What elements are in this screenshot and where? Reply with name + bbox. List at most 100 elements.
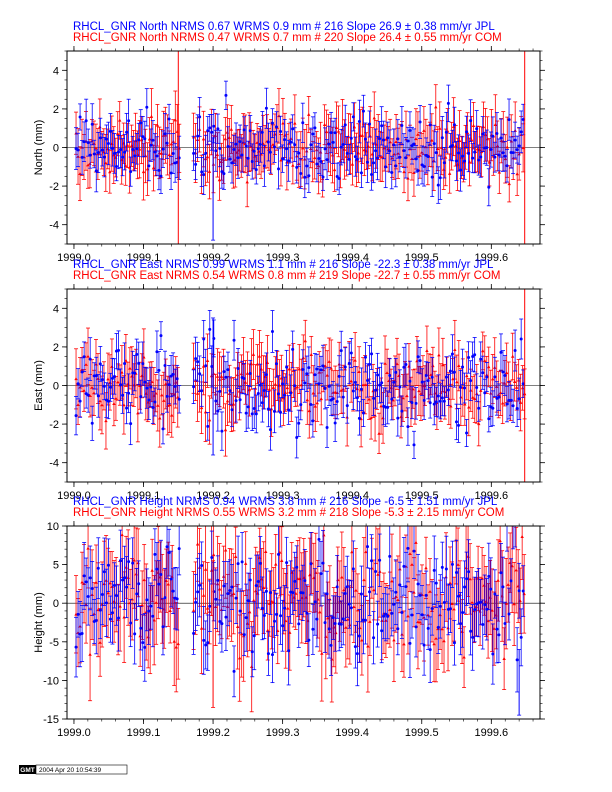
- data-point: [215, 374, 220, 378]
- data-point: [168, 402, 172, 407]
- data-point: [252, 149, 256, 153]
- data-point: [118, 118, 122, 122]
- data-point: [483, 391, 487, 395]
- data-point: [249, 664, 254, 668]
- data-point: [467, 405, 471, 409]
- data-point: [410, 562, 414, 566]
- data-point: [94, 619, 98, 623]
- data-point: [221, 376, 226, 380]
- data-point: [100, 148, 104, 152]
- data-point: [281, 157, 285, 161]
- data-point: [351, 115, 355, 119]
- data-point: [491, 406, 495, 410]
- data-point: [102, 155, 106, 159]
- data-point: [442, 167, 446, 171]
- data-point: [465, 130, 469, 134]
- data-point: [237, 389, 242, 393]
- data-point: [367, 397, 371, 401]
- data-point: [155, 154, 159, 158]
- data-point: [163, 596, 167, 600]
- data-point: [383, 361, 387, 365]
- data-point: [444, 130, 448, 134]
- data-point: [340, 575, 344, 579]
- data-point: [368, 362, 372, 366]
- data-point: [163, 132, 167, 136]
- data-point: [475, 386, 479, 390]
- data-point: [206, 129, 210, 133]
- data-point: [386, 147, 390, 151]
- data-point: [146, 635, 150, 639]
- data-point: [398, 385, 402, 389]
- data-point: [325, 158, 329, 162]
- data-point: [497, 170, 502, 174]
- x-tick-label: 1999.2: [196, 490, 230, 502]
- data-point: [104, 137, 108, 141]
- data-point: [157, 168, 161, 172]
- data-point: [212, 124, 216, 128]
- data-point: [129, 422, 133, 426]
- data-point: [510, 354, 515, 358]
- data-point: [463, 386, 467, 390]
- data-point: [514, 568, 518, 572]
- x-tick-label: 1999.3: [266, 252, 300, 264]
- data-point: [349, 136, 353, 140]
- data-point: [106, 377, 110, 381]
- data-point: [422, 164, 426, 168]
- data-point: [365, 160, 369, 164]
- data-point: [266, 628, 270, 632]
- data-point: [454, 420, 458, 424]
- data-point: [210, 364, 214, 368]
- data-point: [145, 598, 149, 602]
- data-point: [519, 337, 523, 341]
- y-tick-label: -2: [49, 419, 59, 431]
- data-point: [123, 361, 127, 365]
- data-point: [210, 130, 214, 134]
- data-point: [511, 404, 515, 408]
- data-point: [96, 566, 100, 570]
- data-point: [402, 149, 406, 153]
- data-point: [372, 161, 376, 165]
- data-point: [301, 146, 305, 150]
- data-point: [496, 578, 500, 582]
- data-point: [149, 114, 154, 118]
- data-point: [238, 140, 242, 144]
- data-point: [365, 378, 369, 382]
- data-point: [200, 563, 204, 567]
- data-point: [220, 429, 224, 433]
- data-point: [229, 127, 234, 131]
- data-point: [452, 607, 456, 611]
- data-point: [313, 373, 317, 377]
- data-point: [246, 405, 250, 409]
- data-point: [301, 121, 305, 125]
- data-point: [521, 146, 525, 150]
- data-point: [364, 549, 368, 554]
- data-point: [353, 155, 357, 159]
- data-point: [80, 580, 84, 584]
- data-point: [243, 561, 248, 565]
- data-point: [108, 617, 112, 621]
- data-point: [446, 388, 450, 392]
- data-point: [92, 391, 96, 395]
- data-point: [442, 399, 446, 403]
- data-point: [104, 419, 108, 423]
- data-point: [309, 143, 313, 147]
- data-point: [461, 154, 465, 158]
- data-point: [392, 638, 396, 642]
- data-point: [325, 373, 329, 377]
- data-point: [84, 362, 88, 366]
- data-point: [270, 121, 274, 125]
- data-point: [88, 576, 92, 580]
- data-point: [483, 359, 487, 363]
- data-point: [237, 656, 242, 660]
- data-point: [228, 157, 232, 161]
- data-point: [370, 172, 374, 176]
- data-point: [323, 147, 327, 151]
- data-point: [224, 375, 228, 379]
- data-point: [485, 375, 489, 379]
- data-point: [366, 644, 370, 648]
- data-point: [110, 611, 114, 615]
- data-point: [161, 427, 165, 431]
- data-point: [477, 422, 481, 426]
- data-point: [305, 372, 309, 376]
- data-point: [165, 394, 169, 398]
